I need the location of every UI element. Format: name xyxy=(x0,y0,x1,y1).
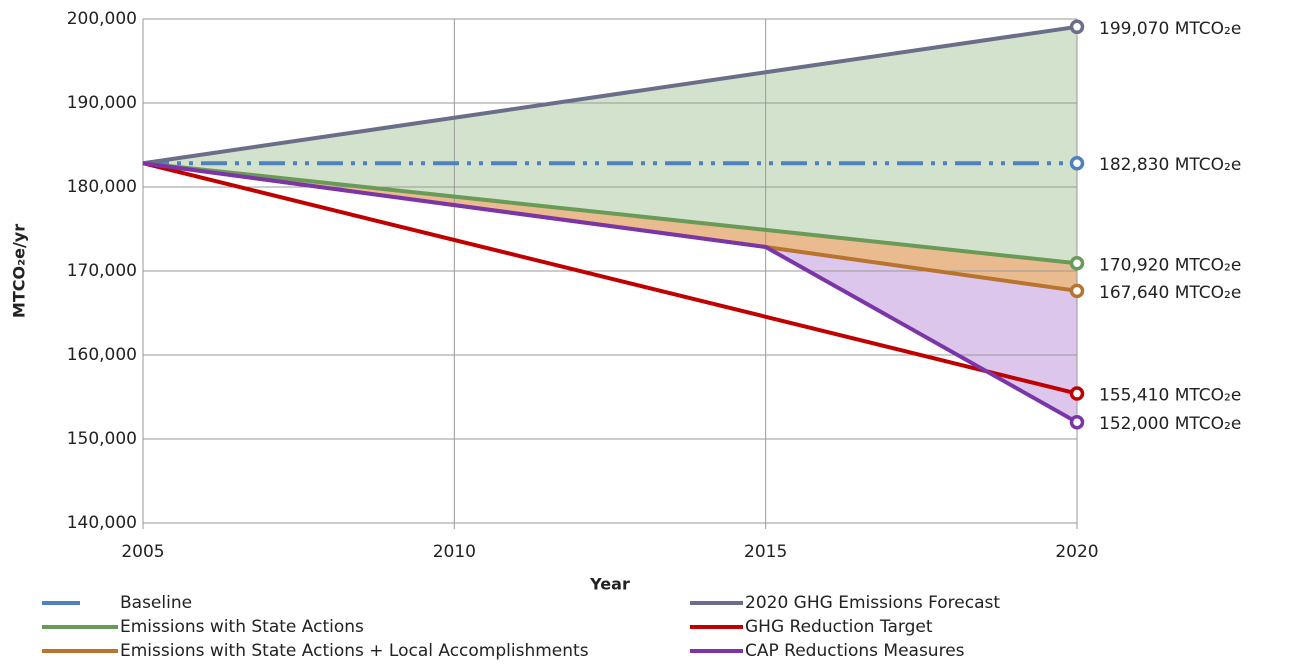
y-tick-label: 190,000 xyxy=(67,93,137,113)
value-label: 182,830 MTCO₂e xyxy=(1099,155,1241,175)
series-line xyxy=(142,161,1078,266)
value-label: 167,640 MTCO₂e xyxy=(1099,283,1241,303)
x-tick-label: 2020 xyxy=(1055,542,1098,562)
x-tick-label: 2015 xyxy=(744,542,787,562)
legend-label: 2020 GHG Emissions Forecast xyxy=(745,593,1000,613)
end-marker xyxy=(1069,283,1085,299)
y-tick-label: 170,000 xyxy=(67,261,137,281)
y-tick-label: 160,000 xyxy=(67,345,137,365)
x-axis-title: Year xyxy=(589,575,630,594)
end-marker xyxy=(1069,414,1085,430)
legend-label: Emissions with State Actions + Local Acc… xyxy=(120,641,589,661)
legend-label: GHG Reduction Target xyxy=(745,617,933,637)
end-marker xyxy=(1069,386,1085,401)
value-label: 199,070 MTCO₂e xyxy=(1099,19,1241,39)
y-axis-title: MTCO₂e/yr xyxy=(10,224,29,318)
x-tick-label: 2010 xyxy=(433,542,476,562)
y-tick-label: 150,000 xyxy=(67,429,137,449)
value-label: 152,000 MTCO₂e xyxy=(1099,414,1241,434)
series-line xyxy=(142,161,1078,396)
legend-label: Emissions with State Actions xyxy=(120,617,364,637)
x-tick-label: 2005 xyxy=(121,542,164,562)
y-tick-label: 200,000 xyxy=(67,9,137,29)
legend-label: Baseline xyxy=(120,593,192,613)
band-fill xyxy=(143,163,1077,423)
y-tick-label: 140,000 xyxy=(67,513,137,533)
series-line xyxy=(142,161,1078,424)
band-fill xyxy=(143,26,1077,264)
value-label: 170,920 MTCO₂e xyxy=(1099,255,1241,275)
y-tick-label: 180,000 xyxy=(67,177,137,197)
end-marker xyxy=(1069,256,1085,271)
end-marker xyxy=(1069,155,1085,171)
legend-label: CAP Reductions Measures xyxy=(745,641,965,661)
end-marker xyxy=(1069,19,1085,35)
value-label: 155,410 MTCO₂e xyxy=(1099,386,1241,406)
series-line xyxy=(142,24,1078,166)
